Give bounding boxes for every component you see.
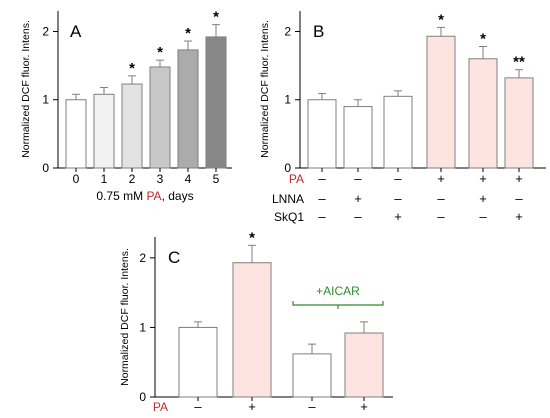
panel-b-letter: B xyxy=(313,22,324,41)
panel-b-significance-mark: * xyxy=(480,30,486,47)
panel-c-significance-mark: * xyxy=(249,229,255,246)
panel-b-condition-sign: – xyxy=(515,191,523,206)
panel-b-condition-sign: – xyxy=(354,171,362,186)
panel-b-bar xyxy=(343,106,373,169)
panel-b-condition-sign: + xyxy=(479,191,487,206)
panel-a-category-label: 4 xyxy=(185,172,192,186)
panel-b-condition-sign: + xyxy=(354,191,362,206)
panel-c-letter: C xyxy=(168,248,180,267)
panel-c-y-axis-label: Normalized DCF fluor. Intens. xyxy=(119,248,131,386)
panel-a-significance-mark: * xyxy=(213,9,219,26)
panel-a-bar xyxy=(65,99,87,169)
panel-b-condition-sign: + xyxy=(394,209,402,224)
panel-b-condition-sign: + xyxy=(515,209,523,224)
panel-b-y-tick-label: 2 xyxy=(284,24,291,38)
panel-b-condition-sign: – xyxy=(479,209,487,224)
panel-a-y-axis-label: Normalized DCF fluor. Intens. xyxy=(20,20,32,158)
panel-c-y-tick-label: 2 xyxy=(139,251,146,265)
panel-a-letter: A xyxy=(70,22,82,41)
panel-b-condition-sign: – xyxy=(394,191,402,206)
panel-b-condition-sign: – xyxy=(394,171,402,186)
panel-c-y-tick-label: 0 xyxy=(139,390,146,404)
panel-a-category-label: 1 xyxy=(101,172,108,186)
panel-a-y-tick-label: 2 xyxy=(42,24,49,38)
panel-b-significance-mark: ** xyxy=(513,54,525,71)
panel-b-condition-sign: – xyxy=(318,171,326,186)
panel-b-condition-sign: + xyxy=(479,171,487,186)
panel-b-condition-sign: – xyxy=(318,191,326,206)
panel-a-bar xyxy=(177,49,199,169)
panel-a-bar xyxy=(121,83,143,169)
panel-b-condition-sign: – xyxy=(437,209,445,224)
panel-b-condition-label: LNNA xyxy=(272,192,304,206)
panel-a-y-tick-label: 1 xyxy=(42,93,49,107)
panel-b-condition-sign: – xyxy=(354,209,362,224)
panel-c-condition-sign: – xyxy=(308,399,316,414)
panel-c-bar xyxy=(232,262,272,398)
panel-c-y-tick-label: 1 xyxy=(139,320,146,334)
panel-c: C Normalized DCF fluor. Intens. +AICAR 0… xyxy=(119,229,393,414)
panel-b-y-tick-label: 0 xyxy=(284,161,291,175)
panel-b-condition-sign: – xyxy=(437,191,445,206)
panel-b-bar xyxy=(383,95,413,169)
panel-c-bar xyxy=(178,326,218,398)
panel-a: A Normalized DCF fluor. Intens. 0.75 mM … xyxy=(20,9,232,203)
panel-c-condition-sign: + xyxy=(360,399,368,414)
panel-c-bar xyxy=(344,332,384,398)
panel-b-y-tick-label: 1 xyxy=(284,93,291,107)
panel-a-significance-mark: * xyxy=(129,60,135,77)
aicar-bracket xyxy=(292,301,384,309)
panel-a-significance-mark: * xyxy=(157,44,163,61)
panel-c-condition-label: PA xyxy=(153,400,168,414)
panel-b-bar xyxy=(307,99,337,169)
panel-a-category-label: 5 xyxy=(213,172,220,186)
panel-b-significance-mark: * xyxy=(438,11,444,28)
panel-b: B Normalized DCF fluor. Intens. 012****P… xyxy=(259,11,546,224)
panel-b-bar xyxy=(468,58,498,169)
panel-b-bar xyxy=(504,77,534,169)
panel-c-bar xyxy=(292,353,332,398)
panel-b-bar xyxy=(426,35,456,169)
panel-b-y-axis-label: Normalized DCF fluor. Intens. xyxy=(259,20,271,158)
aicar-bracket-label: +AICAR xyxy=(316,284,360,298)
panel-c-condition-sign: – xyxy=(194,399,202,414)
panel-a-category-label: 3 xyxy=(157,172,164,186)
panel-a-bar xyxy=(93,93,115,169)
panel-a-significance-mark: * xyxy=(185,25,191,42)
panel-b-condition-label: SkQ1 xyxy=(274,210,304,224)
panel-b-condition-sign: + xyxy=(437,171,445,186)
panel-a-y-tick-label: 0 xyxy=(42,161,49,175)
panel-a-x-axis-label: 0.75 mM PA, days xyxy=(96,189,193,203)
panel-c-condition-sign: + xyxy=(248,399,256,414)
panel-b-condition-label: PA xyxy=(289,172,304,186)
panel-b-condition-sign: + xyxy=(515,171,523,186)
panel-a-bar xyxy=(205,36,227,169)
panel-a-category-label: 0 xyxy=(73,172,80,186)
panel-a-category-label: 2 xyxy=(129,172,136,186)
panel-a-bar xyxy=(149,66,171,169)
panel-b-condition-sign: – xyxy=(318,209,326,224)
